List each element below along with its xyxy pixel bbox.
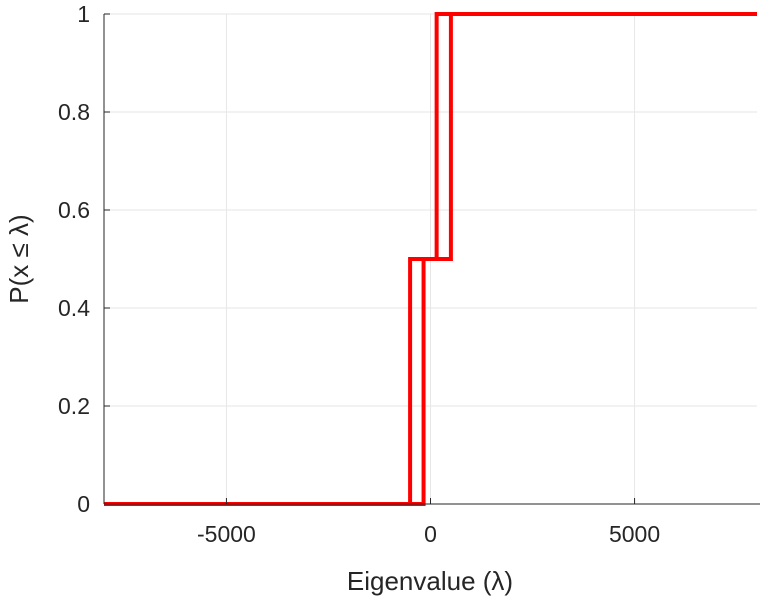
y-tick-label: 0.4 bbox=[58, 295, 90, 321]
x-tick-label: 0 bbox=[424, 521, 437, 547]
y-tick-label: 0 bbox=[77, 491, 90, 517]
x-axis-label: Eigenvalue (λ) bbox=[347, 566, 513, 596]
axes: -5000 0 5000 0 0.2 0.4 0.6 0.8 1 bbox=[58, 1, 760, 547]
x-tick-label: -5000 bbox=[197, 521, 256, 547]
y-axis-label: P(x ≤ λ) bbox=[4, 214, 34, 303]
y-tick-label: 0.2 bbox=[58, 393, 90, 419]
y-tick-label: 1 bbox=[77, 1, 90, 27]
x-tick-label: 5000 bbox=[609, 521, 660, 547]
y-tick-label: 0.6 bbox=[58, 197, 90, 223]
y-tick-label: 0.8 bbox=[58, 99, 90, 125]
